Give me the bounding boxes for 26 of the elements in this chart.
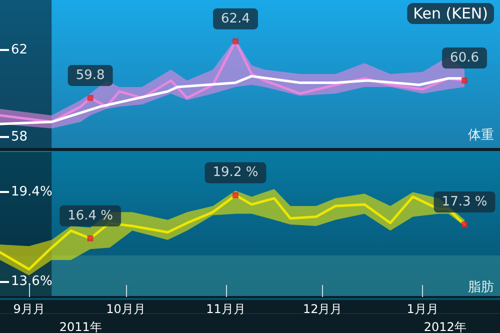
data-label: 16.4 %	[68, 208, 114, 224]
y-tick-label: 13.6%	[11, 274, 52, 290]
x-tick-label: 1月月	[406, 302, 438, 316]
chart-title: Ken (KEN)	[413, 4, 488, 22]
x2-tick-label: 2012年	[424, 320, 466, 333]
data-label: 17.3 %	[442, 194, 488, 210]
x-tick-label: 12月月	[302, 302, 342, 316]
x-tick-label: 10月月	[106, 302, 146, 316]
point	[87, 235, 94, 242]
y-tick-label: 19.4%	[11, 184, 52, 200]
y-tick-label: 62	[11, 42, 28, 58]
x-tick-label: 11月月	[206, 302, 246, 316]
y-axis-title: 脂肪	[468, 280, 494, 295]
y-tick-label: 58	[11, 130, 28, 145]
x-tick-label: 9月月	[13, 302, 45, 316]
point	[232, 192, 238, 198]
data-label: 62.4	[221, 11, 250, 26]
data-label: 19.2 %	[212, 165, 258, 180]
data-label: 59.8	[76, 68, 105, 83]
point	[462, 78, 468, 84]
x2-tick-label: 2011年	[59, 320, 102, 333]
y-axis-title: 体重	[468, 128, 494, 143]
point	[87, 94, 94, 101]
point	[232, 38, 238, 44]
point	[462, 222, 468, 228]
data-label: 60.6	[450, 50, 479, 66]
